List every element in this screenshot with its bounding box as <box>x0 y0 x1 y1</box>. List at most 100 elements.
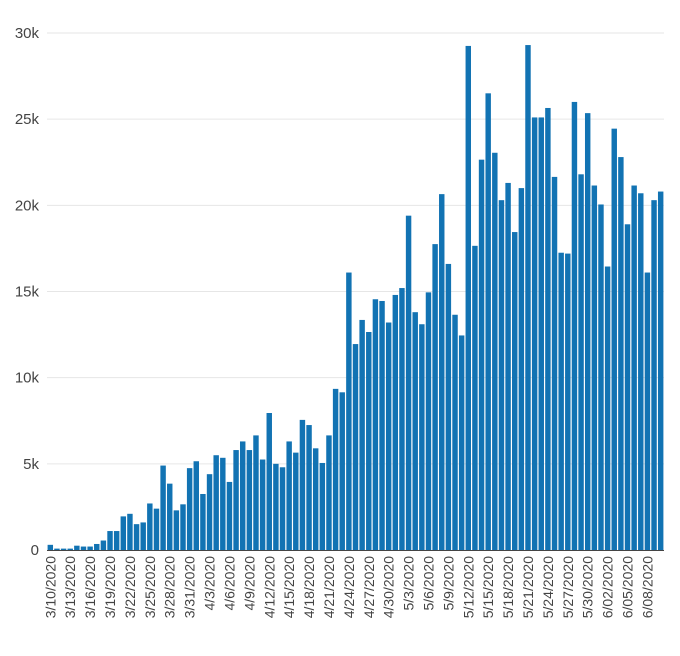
bar <box>531 117 538 550</box>
x-tick-label: 4/9/2020 <box>241 556 257 611</box>
bar <box>233 450 239 550</box>
bar <box>392 294 399 550</box>
x-tick-label: 3/28/2020 <box>162 556 178 618</box>
bar <box>120 516 127 550</box>
x-tick-label: 4/21/2020 <box>321 556 337 618</box>
x-tick-label: 4/24/2020 <box>341 556 357 618</box>
x-tick-label: 5/9/2020 <box>440 556 456 611</box>
bar <box>498 200 505 550</box>
bar <box>293 452 299 550</box>
x-tick-label: 3/10/2020 <box>42 556 58 618</box>
bar <box>346 272 352 550</box>
bar <box>326 435 332 550</box>
bar <box>140 522 146 550</box>
bar <box>147 503 153 550</box>
bar <box>551 176 558 550</box>
bars <box>47 45 664 551</box>
x-axis-ticks: 3/10/2020 3/13/2020 3/16/2020 3/19/2020 3/22… <box>42 556 655 619</box>
bar <box>206 474 213 550</box>
bar <box>246 450 253 550</box>
gridlines <box>47 32 664 551</box>
bar <box>339 392 345 550</box>
bar <box>439 194 445 550</box>
bar <box>584 113 591 550</box>
x-tick-label: 4/18/2020 <box>301 556 317 618</box>
bar <box>571 101 578 551</box>
bar <box>478 159 485 551</box>
bar <box>80 546 87 550</box>
x-tick-label: 6/05/2020 <box>620 556 636 618</box>
bar <box>445 263 452 550</box>
bar <box>399 288 405 550</box>
bar <box>385 322 392 550</box>
bar <box>631 185 637 550</box>
bar <box>332 388 339 550</box>
x-tick-label: 4/30/2020 <box>381 556 397 618</box>
bar <box>505 182 511 550</box>
bar <box>286 441 292 550</box>
bar <box>167 483 173 550</box>
bar <box>485 93 491 550</box>
bar <box>173 510 180 550</box>
bar <box>419 324 425 550</box>
bar <box>54 548 60 550</box>
x-tick-label: 3/22/2020 <box>122 556 138 618</box>
x-tick-label: 4/6/2020 <box>221 556 237 611</box>
bar <box>558 252 564 551</box>
bar <box>651 200 657 550</box>
bar <box>60 548 67 550</box>
bar <box>611 128 617 550</box>
bar <box>618 157 624 550</box>
bar <box>226 481 233 550</box>
y-tick-label: 20k <box>15 197 40 214</box>
bar <box>94 543 100 550</box>
y-tick-label: 5k <box>23 456 39 473</box>
bar <box>352 344 359 550</box>
bar <box>299 419 306 550</box>
bar <box>87 546 93 550</box>
bar <box>133 524 140 550</box>
x-tick-label: 3/25/2020 <box>142 556 158 618</box>
bar <box>273 463 279 550</box>
bar <box>160 465 166 550</box>
bar <box>200 493 206 550</box>
x-tick-label: 5/18/2020 <box>500 556 516 618</box>
bar <box>512 232 518 551</box>
bar <box>425 292 432 550</box>
x-tick-label: 4/3/2020 <box>202 556 218 611</box>
bar <box>312 448 319 550</box>
y-tick-label: 0 <box>31 542 39 559</box>
bar <box>657 191 664 551</box>
x-tick-label: 5/21/2020 <box>520 556 536 618</box>
x-tick-label: 5/12/2020 <box>460 556 476 618</box>
x-tick-label: 3/31/2020 <box>182 556 198 618</box>
bar <box>472 245 478 550</box>
bar <box>452 314 458 550</box>
x-tick-label: 3/16/2020 <box>82 556 98 618</box>
bar <box>359 319 365 550</box>
bar <box>465 45 471 551</box>
y-tick-label: 25k <box>15 111 40 128</box>
bar <box>492 152 498 550</box>
x-tick-label: 5/30/2020 <box>580 556 596 618</box>
bar <box>598 204 604 550</box>
y-tick-label: 10k <box>15 370 40 387</box>
bar <box>47 544 54 550</box>
bar <box>319 462 326 550</box>
bar <box>306 425 312 550</box>
bar <box>279 467 286 550</box>
bar <box>458 335 465 550</box>
bar <box>113 531 120 550</box>
bar <box>220 457 226 550</box>
bar <box>153 508 160 550</box>
bar <box>545 107 551 550</box>
bar <box>432 244 438 551</box>
bar <box>412 312 418 550</box>
bar <box>379 300 385 550</box>
bar <box>538 117 544 550</box>
bar <box>366 332 372 550</box>
bar <box>193 461 199 550</box>
x-tick-label: 3/13/2020 <box>62 556 78 618</box>
bar <box>644 272 651 550</box>
